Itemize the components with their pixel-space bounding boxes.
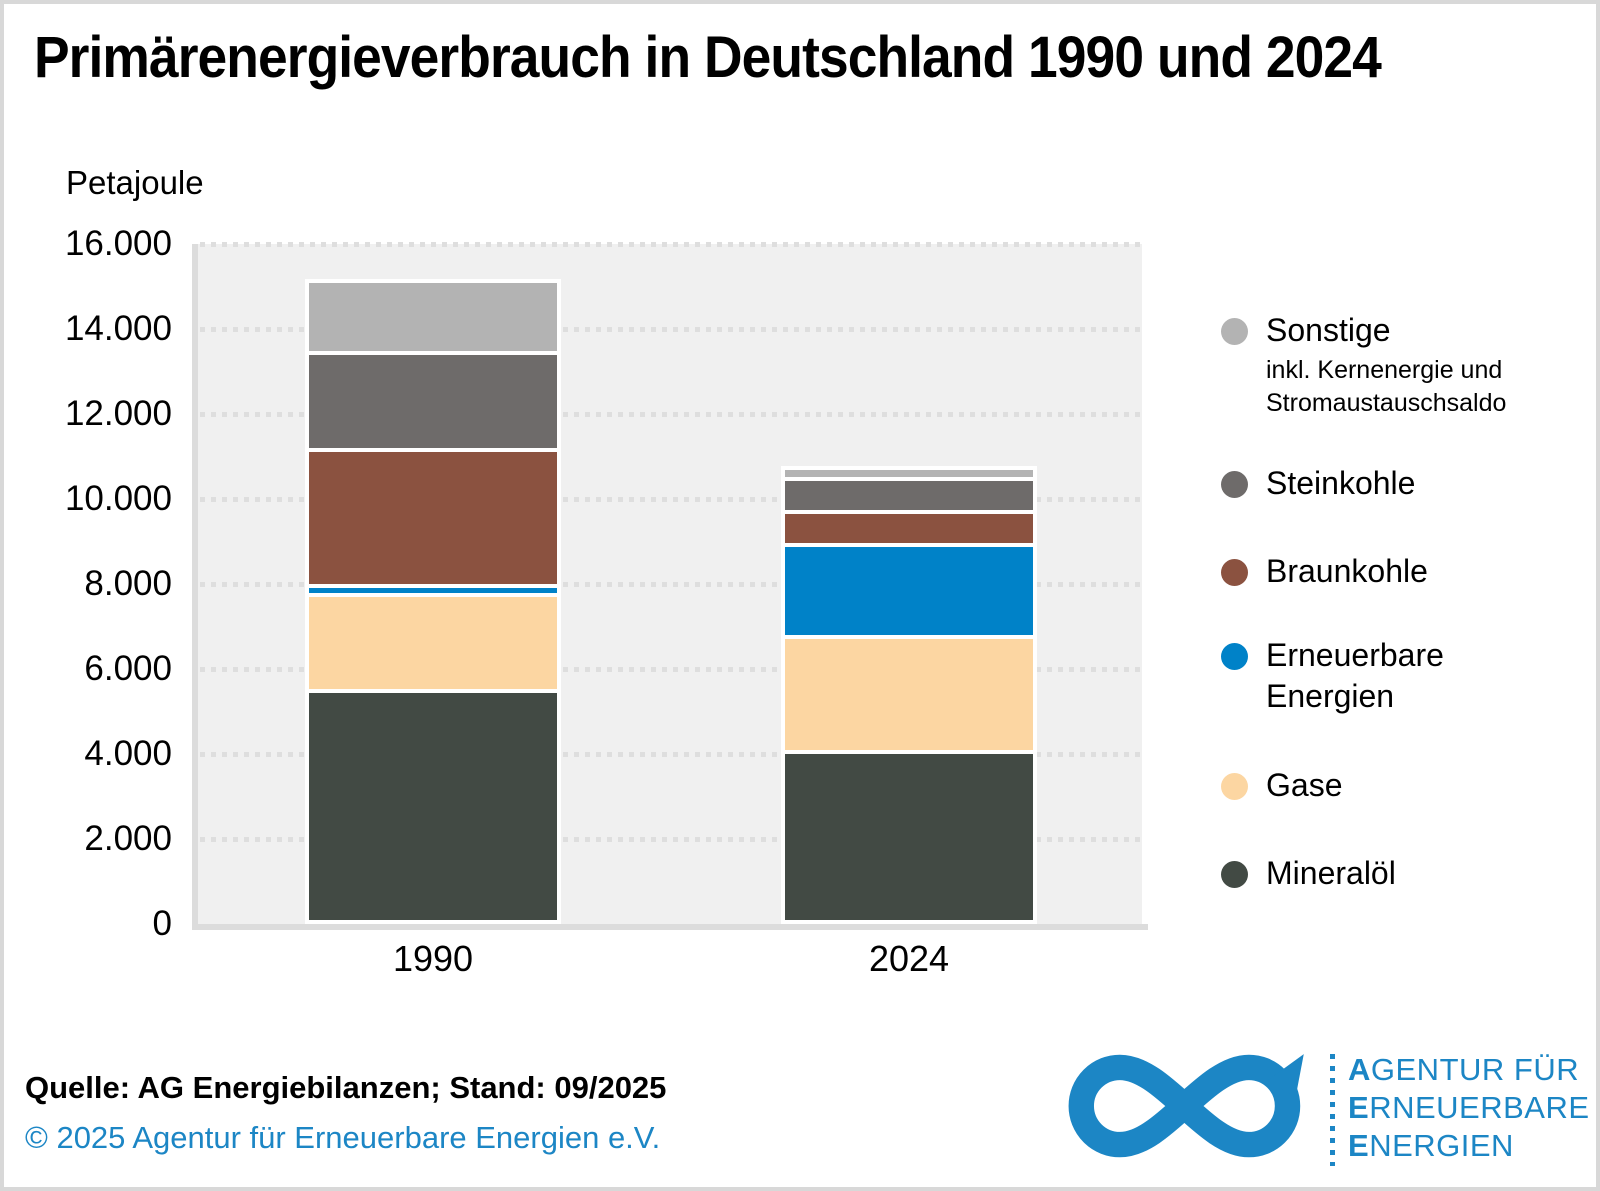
bar-segment-steinkohle-1990 [309,354,557,449]
gridline [200,412,1142,417]
y-axis-tick-label: 10.000 [64,479,172,518]
gridline [200,582,1142,587]
legend-label-mineraloel: Mineralöl [1266,853,1396,894]
x-axis-tick-label-2024: 2024 [868,938,950,979]
legend-label-line: Erneuerbare [1266,637,1444,673]
infinity-icon [1068,1054,1304,1158]
x-axis-line [192,924,1148,930]
gridline [200,242,1142,247]
gridline [200,327,1142,332]
bar-segment-braunkohle-1990 [309,452,557,585]
legend-label-line: Sonstige [1266,312,1391,348]
bar-segment-mineraloel-1990 [309,692,557,920]
legend-label-line: Mineralöl [1266,855,1396,891]
legend-dot-erneuerbare-energien [1221,642,1248,670]
legend-note-line: inkl. Kernenergie und [1266,356,1503,384]
copyright-note: © 2025 Agentur für Erneuerbare Energien … [25,1120,661,1155]
legend-note-sonstige: inkl. Kernenergie und Stromaustauschsaldo [1266,354,1506,420]
legend-dot-sonstige [1221,317,1248,345]
x-axis-tick-label-1990: 1990 [392,938,474,979]
y-axis-line [192,244,198,930]
bar-segment-erneuerbare-energien-2024 [785,546,1033,635]
legend-label-erneuerbare-energien: Erneuerbare Energien [1266,635,1444,717]
legend-label-gase: Gase [1266,765,1342,806]
legend-label-line: Steinkohle [1266,465,1416,501]
y-axis-tick-label: 12.000 [64,394,172,433]
bar-segment-steinkohle-2024 [785,481,1033,510]
legend-label-line: Braunkohle [1266,553,1428,589]
y-axis-tick-label: 14.000 [64,309,172,348]
legend-dot-braunkohle [1221,558,1248,586]
source-note: Quelle: AG Energiebilanzen; Stand: 09/20… [25,1070,667,1105]
bar-segment-gase-1990 [309,596,557,689]
y-axis-tick-label: 16.000 [64,224,172,263]
bar-segment-braunkohle-2024 [785,514,1033,543]
gridline [200,667,1142,672]
legend-dot-gase [1221,772,1248,800]
legend-dot-steinkohle [1221,470,1248,498]
bar-segment-gase-2024 [785,638,1033,750]
bar-segment-erneuerbare-energien-1990 [309,588,557,593]
y-axis-tick-label: 8.000 [84,564,172,603]
legend-note-line: Stromaustauschsaldo [1266,389,1507,417]
y-axis-unit-label: Petajoule [66,164,204,201]
y-axis-tick-label: 2.000 [84,819,172,858]
stacked-bar-2024 [781,465,1037,924]
bar-segment-sonstige-1990 [309,282,557,351]
logo-line-2: ERNEUERBARE [1348,1090,1590,1125]
y-axis-tick-label: 4.000 [84,734,172,773]
legend-label-steinkohle: Steinkohle [1266,463,1415,504]
stacked-bar-1990 [305,278,561,924]
y-axis-tick-label: 6.000 [84,649,172,688]
y-axis-tick-label: 0 [152,904,172,943]
gridline [200,497,1142,502]
legend-label-sonstige: Sonstige [1266,310,1391,351]
bar-segment-mineraloel-2024 [785,753,1033,920]
legend-label-line: Gase [1266,767,1343,803]
bar-segment-sonstige-2024 [785,469,1033,478]
logo-arrow-icon [1267,1054,1304,1097]
gridline [200,837,1142,842]
gridline [200,752,1142,757]
logo-wordmark: AGENTUR FÜR ERNEUERBARE ENERGIEN [1348,1051,1590,1165]
chart-title: Primärenergieverbrauch in Deutschland 19… [34,25,1382,90]
logo-dotted-divider [1330,1054,1335,1166]
legend-label-braunkohle: Braunkohle [1266,551,1428,592]
logo-line-1: AGENTUR FÜR [1348,1052,1580,1087]
legend-label-line: Energien [1266,678,1395,714]
logo-line-3: ENERGIEN [1348,1128,1514,1163]
legend-dot-mineraloel [1221,860,1248,888]
